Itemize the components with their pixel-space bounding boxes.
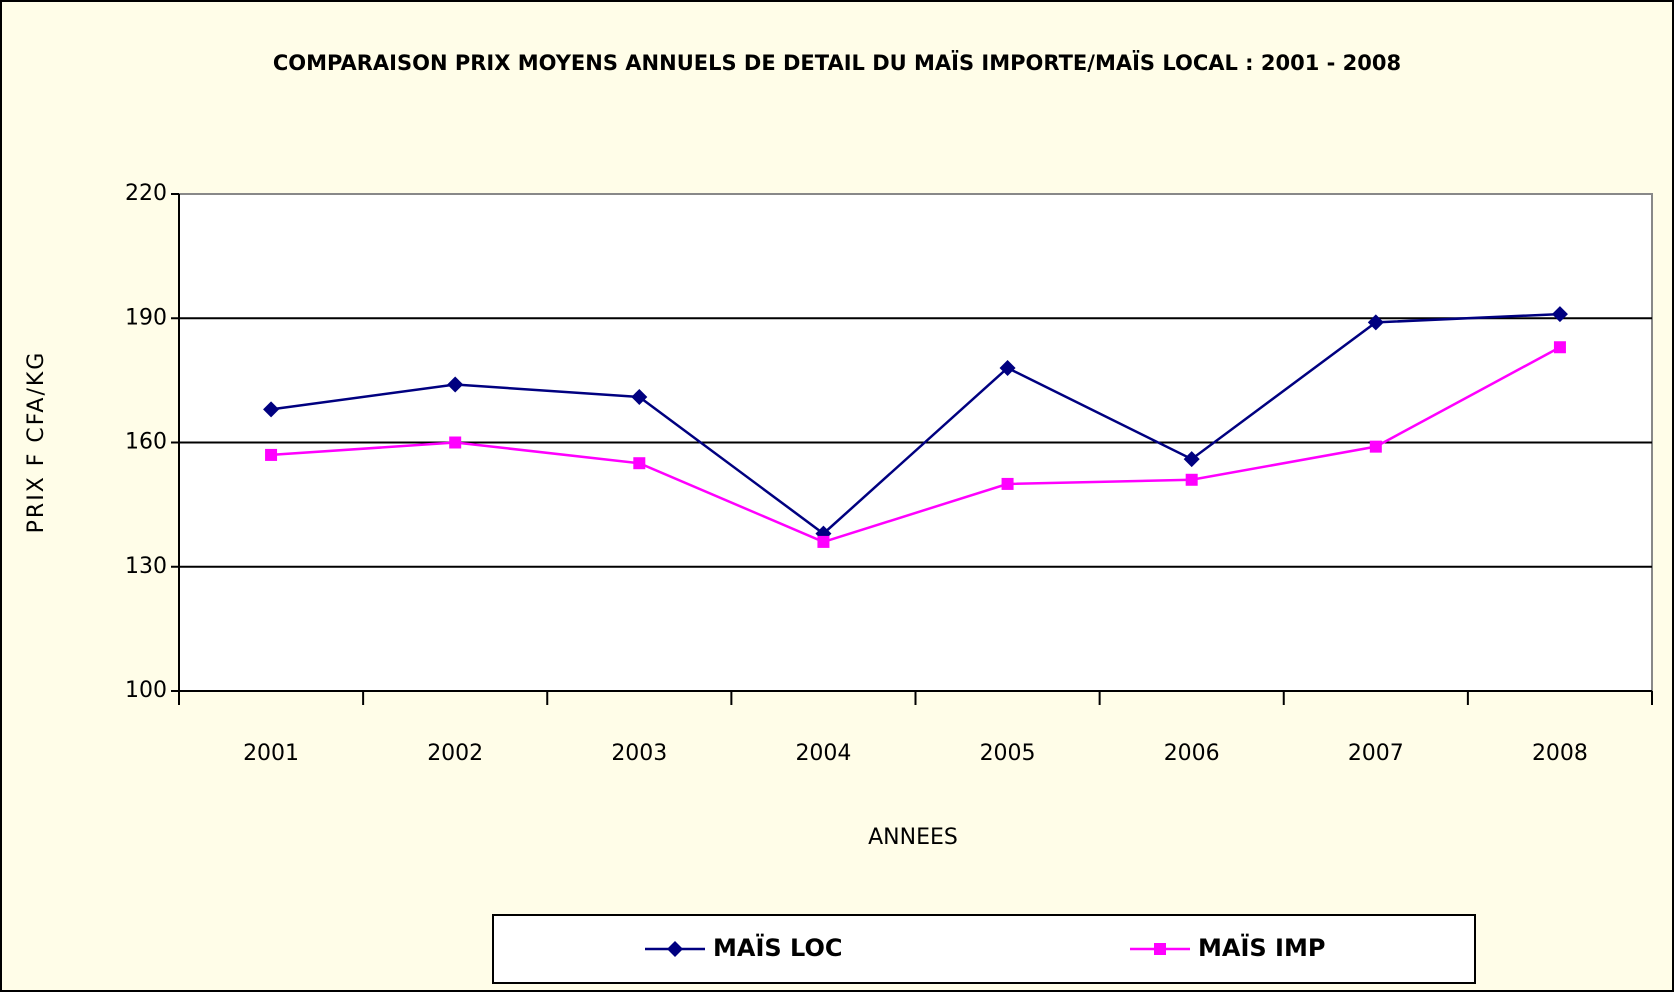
point-marker: [633, 457, 646, 470]
point-marker: [1183, 451, 1200, 468]
x-tick-label: 2004: [795, 741, 851, 766]
legend: [492, 914, 1476, 984]
legend-marker: [1154, 943, 1166, 955]
x-tick-label: 2003: [611, 741, 667, 766]
y-tick-label: 190: [125, 305, 167, 330]
y-tick-label: 130: [125, 554, 167, 579]
point-marker: [631, 388, 648, 405]
y-tick-label: 220: [125, 181, 167, 206]
x-axis-title: ANNEES: [868, 825, 958, 850]
point-marker: [263, 401, 280, 418]
x-tick-label: 2007: [1348, 741, 1404, 766]
legend-label: MAÏS IMP: [1198, 933, 1325, 962]
point-marker: [1369, 440, 1382, 453]
series-line: [270, 312, 1560, 536]
x-tick-label: 2008: [1532, 741, 1588, 766]
point-marker: [449, 436, 462, 449]
x-tick-label: 2002: [427, 741, 483, 766]
legend-marker: [667, 941, 683, 957]
x-tick-label: 2006: [1164, 741, 1220, 766]
point-marker: [1551, 306, 1568, 323]
point-marker: [999, 359, 1016, 376]
point-marker: [1553, 341, 1566, 354]
point-marker: [1367, 314, 1384, 331]
x-tick-label: 2001: [243, 741, 299, 766]
point-marker: [1001, 477, 1014, 490]
legend-label: MAÏS LOC: [713, 933, 842, 962]
point-marker: [817, 535, 830, 548]
series-line: [270, 346, 1561, 544]
point-marker: [265, 448, 278, 461]
y-tick-label: 160: [125, 430, 167, 455]
point-marker: [1185, 473, 1198, 486]
x-tick-label: 2005: [980, 741, 1036, 766]
point-marker: [447, 376, 464, 393]
y-axis-title: PRIX F CFA/KG: [24, 351, 49, 534]
y-tick-label: 100: [125, 678, 167, 703]
chart-title: COMPARAISON PRIX MOYENS ANNUELS DE DETAI…: [273, 50, 1401, 75]
